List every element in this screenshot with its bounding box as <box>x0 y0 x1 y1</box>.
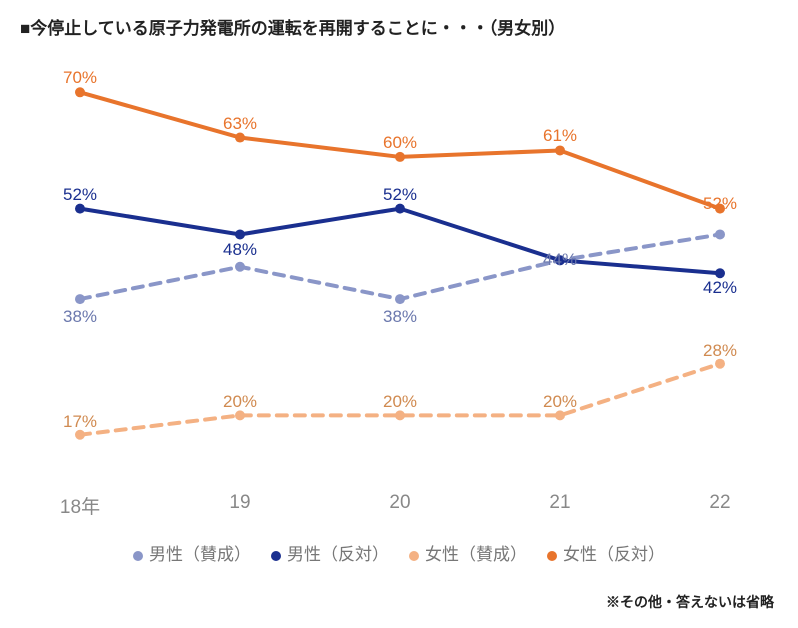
x-axis-label: 22 <box>709 492 730 514</box>
marker-male_oppose <box>235 229 245 239</box>
x-axis-label: 19 <box>229 492 250 514</box>
data-label-female_agree: 20% <box>223 392 257 412</box>
chart-title: ■今停止している原子力発電所の運転を再開することに・・・（男女別） <box>20 14 565 39</box>
marker-male_oppose <box>715 268 725 278</box>
legend-dot-icon <box>547 551 557 561</box>
x-axis-label: 21 <box>549 492 570 514</box>
data-label-female_agree: 20% <box>543 392 577 412</box>
line-male_oppose <box>80 209 720 274</box>
marker-male_oppose <box>395 204 405 214</box>
data-label-female_agree: 28% <box>703 341 737 361</box>
data-label-female_oppose: 70% <box>63 68 97 88</box>
legend-label: 男性（賛成） <box>149 545 251 564</box>
data-label-female_oppose: 61% <box>543 126 577 146</box>
legend-label: 男性（反対） <box>287 545 389 564</box>
marker-female_oppose <box>555 145 565 155</box>
legend-label: 女性（賛成） <box>425 545 527 564</box>
marker-male_agree <box>715 229 725 239</box>
x-axis-label: 20 <box>389 492 410 514</box>
data-label-female_agree: 20% <box>383 392 417 412</box>
data-label-male_agree: 44% <box>543 250 577 270</box>
marker-male_agree <box>395 294 405 304</box>
marker-male_agree <box>75 294 85 304</box>
data-label-female_oppose: 63% <box>223 114 257 134</box>
chart-container: ■今停止している原子力発電所の運転を再開することに・・・（男女別） 18年 19 2… <box>0 0 798 628</box>
data-label-male_oppose: 52% <box>63 185 97 205</box>
legend-dot-icon <box>409 551 419 561</box>
data-label-male_agree: 38% <box>383 307 417 327</box>
data-label-male_agree: 38% <box>63 307 97 327</box>
data-label-male_oppose: 48% <box>223 240 257 260</box>
legend-dot-icon <box>133 551 143 561</box>
legend-item-female_agree: 女性（賛成） <box>409 540 527 565</box>
marker-female_oppose <box>235 133 245 143</box>
legend-label: 女性（反対） <box>563 545 665 564</box>
footnote: ※その他・答えないは省略 <box>606 592 774 612</box>
data-label-male_oppose: 52% <box>383 185 417 205</box>
legend-item-female_oppose: 女性（反対） <box>547 540 665 565</box>
x-axis-label: 18年 <box>60 492 100 519</box>
plot-area: 18年 19 20 21 22 38% 38% 44% 52% 48% 52% 42% 17% 20% 20… <box>30 50 770 520</box>
marker-male_oppose <box>75 204 85 214</box>
legend-item-male_agree: 男性（賛成） <box>133 540 251 565</box>
marker-female_oppose <box>75 87 85 97</box>
data-label-female_agree: 17% <box>63 412 97 432</box>
marker-male_agree <box>235 262 245 272</box>
data-label-male_oppose: 42% <box>703 278 737 298</box>
marker-female_oppose <box>395 152 405 162</box>
legend-item-male_oppose: 男性（反対） <box>271 540 389 565</box>
legend: 男性（賛成） 男性（反対） 女性（賛成） 女性（反対） <box>0 540 798 565</box>
data-label-female_oppose: 60% <box>383 133 417 153</box>
data-label-female_oppose: 52% <box>703 194 737 214</box>
legend-dot-icon <box>271 551 281 561</box>
